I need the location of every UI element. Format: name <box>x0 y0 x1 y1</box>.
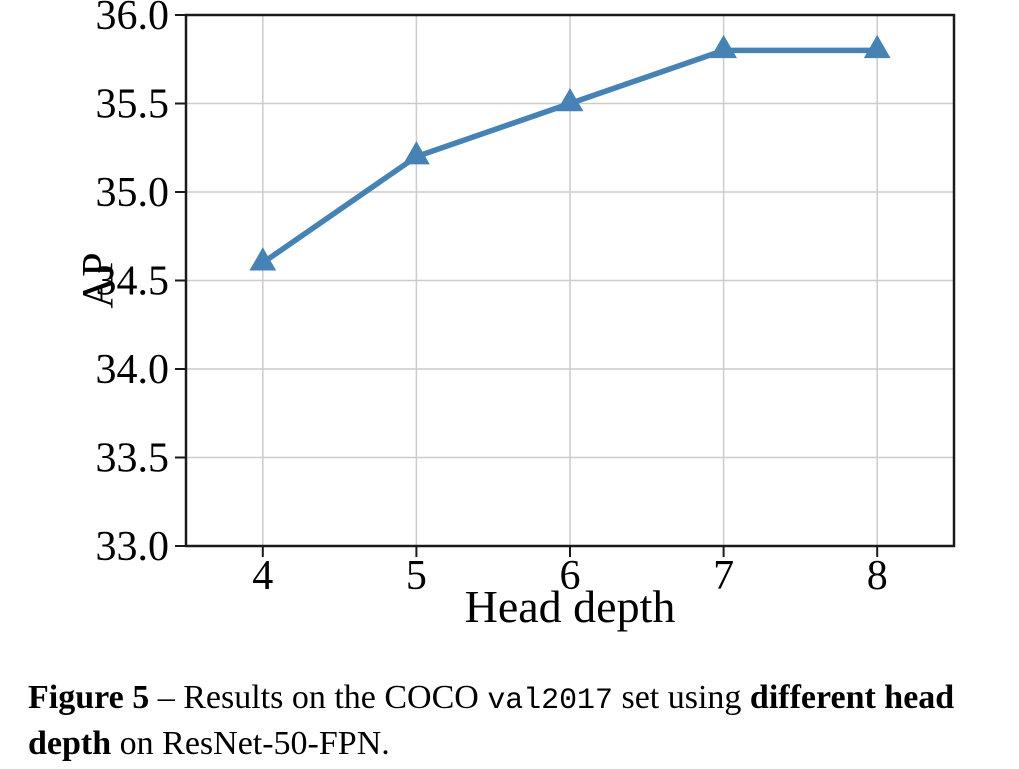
x-tick-label: 6 <box>560 553 581 599</box>
data-point-marker <box>556 88 584 112</box>
caption-line-1: Figure 5 – Results on the COCO val2017 s… <box>28 676 1018 722</box>
caption-text: set using <box>612 679 750 716</box>
figure-caption: Figure 5 – Results on the COCO val2017 s… <box>28 676 1018 766</box>
y-tick-label: 34.0 <box>96 347 170 393</box>
y-axis-label: AP <box>73 252 122 308</box>
data-point-marker <box>249 247 277 271</box>
data-point-marker <box>403 141 430 165</box>
caption-bold-text: depth <box>28 725 112 762</box>
y-tick-label: 33.0 <box>96 524 170 570</box>
x-tick-label: 7 <box>713 553 734 599</box>
data-point-marker <box>863 34 891 59</box>
caption-bold-text: different head <box>749 679 955 716</box>
val2017-code-text: val2017 <box>487 683 613 717</box>
caption-text: on ResNet-50-FPN. <box>111 725 390 762</box>
caption-line-2: depth on ResNet-50-FPN. <box>28 722 1018 766</box>
y-tick-label: 35.5 <box>96 82 170 128</box>
x-tick-label: 5 <box>406 553 427 599</box>
y-tick-label: 33.5 <box>96 436 170 482</box>
y-tick-label: 35.0 <box>96 170 170 216</box>
y-tick-label: 34.5 <box>96 259 170 305</box>
x-tick-label: 8 <box>867 553 888 599</box>
x-tick-label: 4 <box>252 553 273 599</box>
y-tick-label: 36.0 <box>96 0 170 39</box>
ap-vs-head-depth-line-chart: 4 5 6 7 8 33.0 33.5 34.0 34.5 35.0 35.5 36.0 Head de… <box>73 0 956 632</box>
figure-number-label: Figure 5 <box>28 679 150 716</box>
caption-text: – Results on the COCO <box>149 679 488 716</box>
data-point-marker <box>710 34 737 59</box>
x-axis-label: Head depth <box>465 581 676 632</box>
